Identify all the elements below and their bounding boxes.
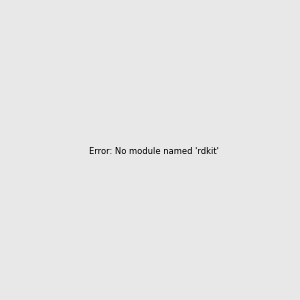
Text: Error: No module named 'rdkit': Error: No module named 'rdkit' bbox=[89, 147, 219, 156]
